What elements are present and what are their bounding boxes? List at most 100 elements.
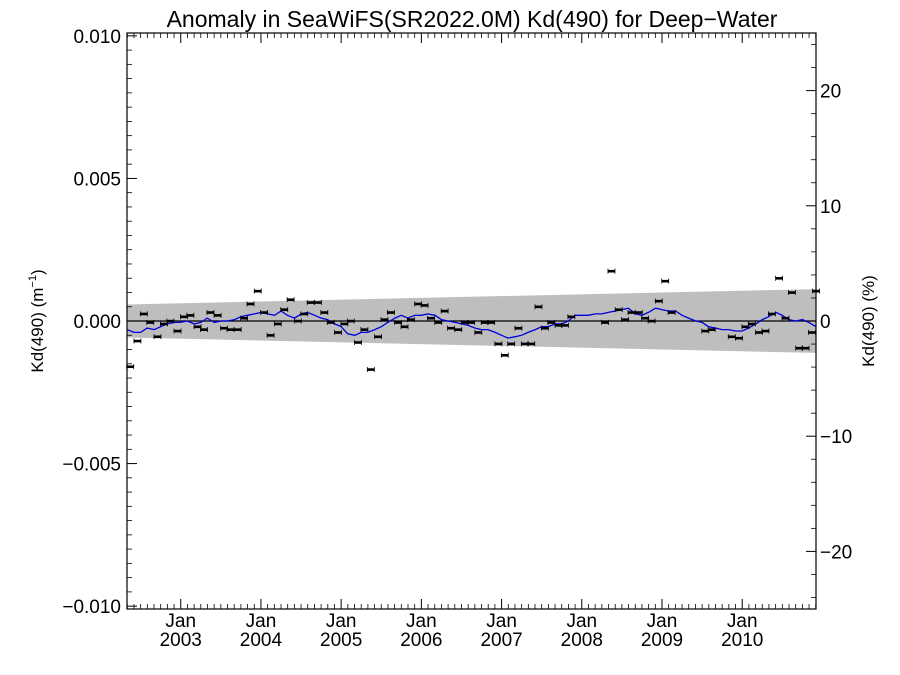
data-point [354,339,362,345]
y-left-tick-label: 0.005 [73,169,121,190]
data-point [266,332,275,338]
data-point [320,309,329,315]
data-point [647,318,656,324]
data-point [775,275,784,281]
data-point [253,288,262,294]
data-point [146,319,155,325]
running-mean-layer [126,307,817,339]
y-axis-right-label: Kd(490) (%) [859,275,878,367]
data-point [427,315,435,321]
data-point [246,301,255,307]
x-tick-month: Jan [486,611,517,632]
y-axis-right: 20 10 0 −10 −20 [806,44,852,598]
data-point [126,364,135,370]
data-point [173,328,182,334]
data-point [494,341,503,347]
data-point [260,309,269,315]
data-point [561,322,569,328]
y-left-tick-label: 0.000 [73,312,121,333]
data-point [374,334,382,340]
data-point [313,299,322,305]
monthly-points-layer [126,268,820,372]
data-point [280,307,289,313]
data-point [346,318,355,324]
data-point [801,345,810,351]
data-point [454,327,463,333]
y-left-tick-label: −0.005 [62,455,121,476]
y-axis-left-label-end: ) [28,269,47,275]
y-right-tick-label: −20 [820,542,852,563]
data-point [360,327,369,333]
data-point [467,319,475,325]
x-tick-year: 2008 [561,630,603,651]
x-tick-month: Jan [727,611,758,632]
data-point [139,311,148,317]
data-point [767,311,776,317]
data-point [747,321,756,327]
y-axis-left-label: Kd(490) (m−1) [27,269,47,372]
data-point [420,302,429,308]
data-point [621,317,630,323]
y-axis-left-label-sup: −1 [27,275,39,288]
data-point [386,309,395,315]
chart-title: Anomaly in SeaWiFS(SR2022.0M) Kd(490) fo… [167,6,778,32]
data-point [735,335,743,341]
data-point [667,309,676,315]
data-point [133,338,142,344]
running-mean-line [126,307,817,339]
x-tick-year: 2010 [721,630,763,651]
data-point [601,319,609,325]
x-tick-month: Jan [326,611,357,632]
data-point [527,341,536,347]
data-point [233,327,242,333]
data-point [707,327,716,333]
data-point [440,308,449,314]
x-tick-year: 2007 [480,630,522,651]
y-left-tick-label: −0.010 [62,597,121,618]
data-point [286,297,295,303]
data-point [507,341,516,347]
data-point [614,307,623,313]
y-right-tick-label: 0 [820,312,831,333]
x-tick-month: Jan [165,611,196,632]
data-point [661,278,670,284]
data-point [153,334,162,340]
x-tick-year: 2005 [320,630,362,651]
y-left-tick-label: 0.010 [73,27,121,48]
data-point [240,315,249,321]
data-point [487,319,496,325]
x-tick-month: Jan [566,611,597,632]
data-point [394,319,403,325]
x-tick-year: 2006 [400,630,442,651]
data-point [407,317,415,323]
data-point [634,309,643,315]
data-point [400,324,409,330]
data-point [607,268,616,274]
x-tick-year: 2004 [240,630,283,651]
data-point [514,325,523,331]
x-tick-year: 2009 [641,630,683,651]
y-right-tick-label: 10 [820,197,841,218]
data-point [534,304,543,310]
x-tick-month: Jan [647,611,678,632]
y-axis-left: 0.010 0.005 0.000 −0.005 −0.010 [62,27,137,618]
x-axis: Jan2003Jan2004Jan2005Jan2006Jan2007Jan20… [126,33,817,651]
data-point [166,318,175,324]
data-point [474,329,483,335]
y-right-tick-label: −10 [820,427,852,448]
data-point [567,314,576,320]
y-right-tick-label: 20 [820,82,841,103]
x-tick-year: 2003 [160,630,202,651]
data-point [540,325,549,331]
data-point [334,329,342,335]
data-point [300,311,309,317]
y-axis-left-label-base: Kd(490) (m [28,288,47,373]
data-point [434,319,443,325]
data-point [654,298,663,304]
data-point [781,315,790,321]
data-point [500,352,509,358]
data-point [788,289,796,295]
data-point [186,312,195,318]
data-point [200,327,208,333]
